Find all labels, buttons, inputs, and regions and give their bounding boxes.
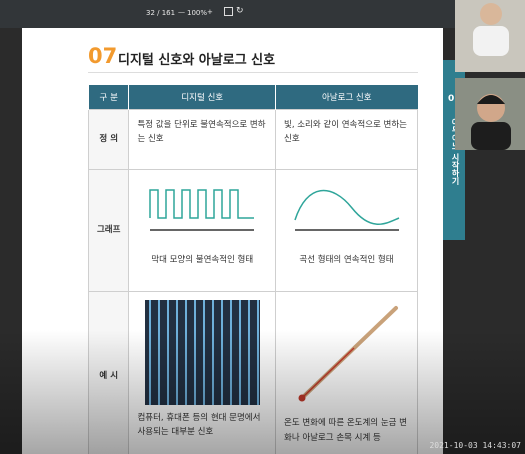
row: 그래프 막대 모양의 불연속적인 형태 곡선 형태의 연속적인 형태 <box>89 170 418 292</box>
caption: 컴퓨터, 휴대폰 등의 현대 문명에서 사용되는 대부분 신호 <box>137 411 267 440</box>
square-wave <box>142 178 262 238</box>
cell: 컴퓨터, 휴대폰 등의 현대 문명에서 사용되는 대부분 신호 <box>129 292 276 454</box>
zoom-level[interactable]: 100% <box>187 9 207 17</box>
row: 정 의 특정 값을 단위로 불연속적으로 변하는 신호 빛, 소리와 같이 연속… <box>89 110 418 170</box>
timestamp: 2021-10-03 14:43:07 <box>429 441 521 450</box>
participant <box>455 0 525 72</box>
row: 예 시 컴퓨터, 휴대폰 등의 현대 문명에서 사용되는 대부분 신호 온도 변… <box>89 292 418 454</box>
row-label: 정 의 <box>89 110 129 170</box>
zoom-in[interactable]: + <box>207 8 213 16</box>
header-cell: 디지털 신호 <box>129 85 276 110</box>
caption: 곡선 형태의 연속적인 형태 <box>284 253 409 267</box>
video-tile[interactable] <box>455 0 525 72</box>
page-indicator[interactable]: 32 / 161 <box>146 9 175 17</box>
thermometer-image <box>284 300 409 405</box>
cell: 특정 값을 단위로 불연속적으로 변하는 신호 <box>129 110 276 170</box>
rotate-button[interactable]: ↻ <box>236 6 244 16</box>
analog-curve <box>287 178 407 238</box>
screen: 32 / 161 — 100% + ↻ 07 디지털 신호와 아날로그 신호 구… <box>0 0 525 454</box>
header-row: 구 분 디지털 신호 아날로그 신호 <box>89 85 418 110</box>
section-number: 07 <box>88 44 117 68</box>
divider <box>88 72 418 73</box>
pdf-toolbar: 32 / 161 — 100% + ↻ <box>0 0 455 28</box>
cell: 곡선 형태의 연속적인 형태 <box>276 170 418 292</box>
row-label: 그래프 <box>89 170 129 292</box>
comparison-table: 구 분 디지털 신호 아날로그 신호 정 의 특정 값을 단위로 불연속적으로 … <box>88 85 418 454</box>
binary-image <box>145 300 260 405</box>
header-cell: 구 분 <box>89 85 129 110</box>
cell: 막대 모양의 불연속적인 형태 <box>129 170 276 292</box>
zoom-out[interactable]: — <box>178 8 185 16</box>
section-title: 디지털 신호와 아날로그 신호 <box>118 49 275 68</box>
header-cell: 아날로그 신호 <box>276 85 418 110</box>
participant <box>455 78 525 150</box>
cell: 온도 변화에 따른 온도계의 눈금 변화나 아날로그 손목 시계 등 <box>276 292 418 454</box>
row-label: 예 시 <box>89 292 129 454</box>
video-tile[interactable] <box>455 78 525 150</box>
caption: 막대 모양의 불연속적인 형태 <box>137 253 267 267</box>
cell: 빛, 소리와 같이 연속적으로 변하는 신호 <box>276 110 418 170</box>
caption: 온도 변화에 따른 온도계의 눈금 변화나 아날로그 손목 시계 등 <box>284 416 409 445</box>
fit-button[interactable] <box>224 7 233 16</box>
